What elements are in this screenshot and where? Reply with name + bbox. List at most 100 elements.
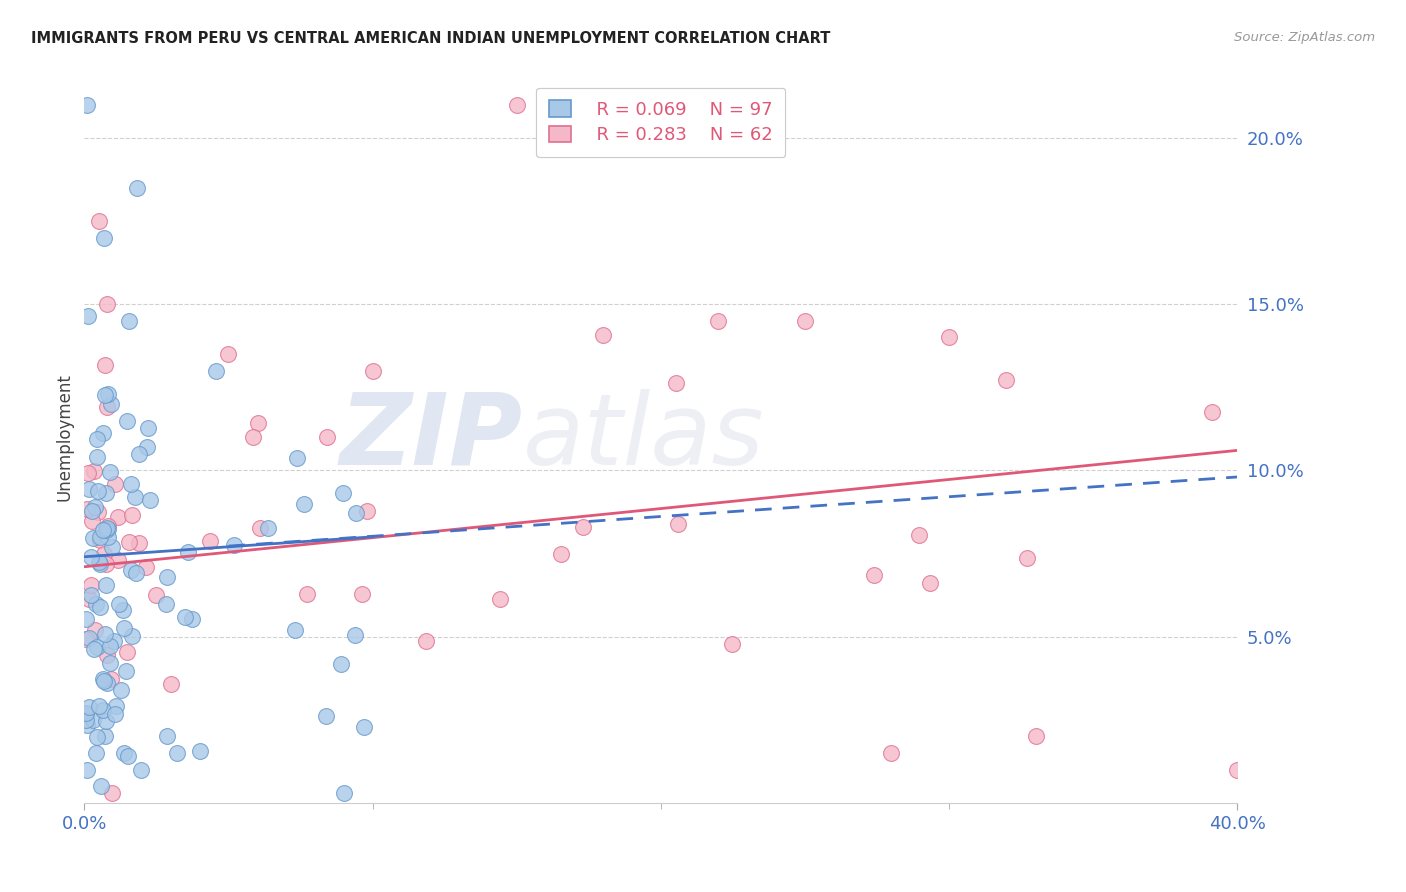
Point [86, 640, 108, 654]
Point [80, 578, 103, 592]
Point [84, 746, 107, 760]
Point [115, 645, 138, 659]
Point [93, 547, 115, 561]
Point [333, 786, 356, 800]
Point [118, 314, 141, 328]
Point [177, 545, 200, 559]
Point [83, 623, 105, 637]
Y-axis label: Unemployment: Unemployment [55, 373, 73, 501]
Point [124, 490, 146, 504]
Point [550, 547, 572, 561]
Point [76, 501, 98, 516]
Point [86, 505, 108, 519]
Point [86, 450, 108, 465]
Point [138, 493, 160, 508]
Point [218, 347, 240, 361]
Point [97, 387, 120, 401]
Point [707, 314, 730, 328]
Point [91, 703, 114, 717]
Point [98, 656, 121, 670]
Point [114, 664, 136, 678]
Point [329, 657, 352, 671]
Point [91, 523, 114, 537]
Point [90, 779, 112, 793]
Point [794, 314, 817, 328]
Point [107, 552, 129, 566]
Point [97, 519, 120, 533]
Point [83, 642, 105, 657]
Point [1201, 405, 1223, 419]
Point [128, 447, 150, 461]
Point [79, 591, 101, 606]
Point [332, 486, 354, 500]
Point [79, 631, 101, 645]
Point [75, 713, 97, 727]
Point [94, 486, 117, 500]
Point [76, 763, 98, 777]
Point [117, 749, 139, 764]
Point [104, 706, 127, 721]
Point [93, 674, 115, 689]
Point [118, 534, 141, 549]
Point [721, 637, 744, 651]
Point [96, 648, 118, 662]
Point [87, 698, 110, 713]
Point [121, 508, 143, 522]
Point [89, 533, 111, 548]
Point [198, 534, 221, 549]
Point [93, 358, 115, 372]
Point [82, 531, 104, 545]
Point [86, 730, 108, 744]
Point [84, 500, 107, 514]
Point [188, 744, 211, 758]
Point [75, 632, 97, 646]
Point [89, 557, 111, 571]
Point [76, 309, 98, 323]
Point [135, 559, 157, 574]
Point [86, 432, 108, 446]
Point [285, 451, 308, 466]
Point [125, 180, 148, 194]
Point [136, 421, 159, 435]
Point [665, 376, 688, 390]
Text: Source: ZipAtlas.com: Source: ZipAtlas.com [1234, 31, 1375, 45]
Point [93, 230, 115, 244]
Point [98, 639, 121, 653]
Point [108, 597, 131, 611]
Point [880, 746, 903, 760]
Point [96, 297, 118, 311]
Point [297, 587, 319, 601]
Point [94, 523, 117, 537]
Point [415, 634, 437, 648]
Point [128, 536, 150, 550]
Point [316, 430, 339, 444]
Legend:   R = 0.069    N = 97,   R = 0.283    N = 62: R = 0.069 N = 97, R = 0.283 N = 62 [536, 87, 786, 157]
Point [75, 707, 97, 722]
Point [112, 621, 135, 635]
Point [920, 576, 942, 591]
Point [145, 588, 167, 602]
Point [87, 214, 110, 228]
Point [94, 627, 117, 641]
Point [938, 330, 960, 344]
Point [353, 720, 375, 734]
Point [103, 634, 125, 648]
Point [571, 520, 593, 534]
Point [87, 483, 110, 498]
Point [111, 603, 134, 617]
Point [1025, 729, 1047, 743]
Point [96, 714, 118, 729]
Point [89, 530, 111, 544]
Text: atlas: atlas [523, 389, 763, 485]
Point [82, 713, 104, 727]
Point [96, 400, 118, 414]
Point [100, 397, 122, 411]
Point [110, 683, 132, 698]
Point [205, 363, 228, 377]
Point [104, 477, 127, 491]
Point [97, 522, 120, 536]
Point [82, 504, 104, 518]
Point [361, 363, 384, 377]
Point [96, 676, 118, 690]
Point [120, 477, 142, 491]
